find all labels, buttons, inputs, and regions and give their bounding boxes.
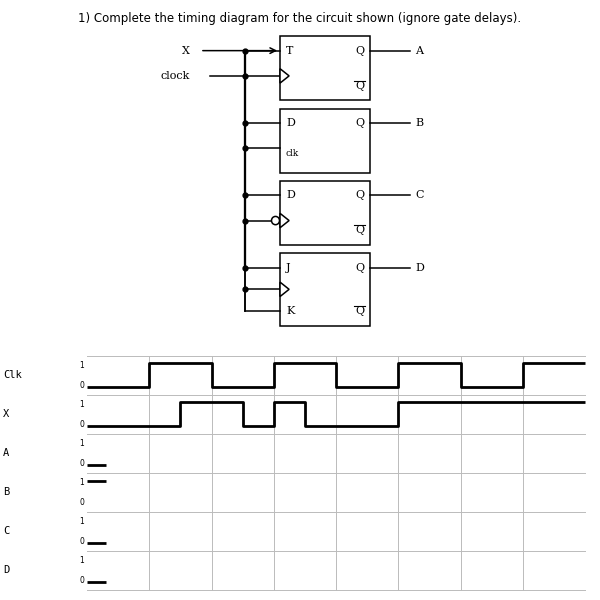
Text: 1: 1 [79,478,84,487]
Text: 0: 0 [79,498,84,507]
Text: K: K [286,306,295,316]
Text: 1: 1 [79,361,84,370]
Circle shape [271,217,280,224]
Text: D: D [415,263,424,272]
Polygon shape [280,68,289,83]
Bar [280,253,370,325]
Text: Clk: Clk [3,370,22,380]
Text: T: T [286,46,293,56]
Text: X: X [3,409,9,419]
Text: 0: 0 [79,458,84,467]
Text: 1: 1 [79,400,84,409]
Text: Q: Q [355,263,364,272]
Bar [280,181,370,245]
Bar [280,109,370,173]
Bar [280,36,370,100]
Text: D: D [286,118,295,128]
Text: B: B [415,118,423,128]
Text: Q: Q [355,118,364,128]
Text: C: C [415,190,424,200]
Text: 1: 1 [79,439,84,448]
Text: Q: Q [355,190,364,200]
Text: A: A [3,448,9,458]
Text: 0: 0 [79,380,84,389]
Text: J: J [286,263,290,272]
Polygon shape [280,214,289,228]
Text: 1: 1 [79,556,84,565]
Text: X: X [182,46,190,56]
Text: D: D [3,565,9,575]
Text: 0: 0 [79,576,84,585]
Text: clk: clk [286,149,299,158]
Text: 0: 0 [79,419,84,428]
Text: 1) Complete the timing diagram for the circuit shown (ignore gate delays).: 1) Complete the timing diagram for the c… [79,13,521,25]
Text: Q: Q [355,306,364,316]
Text: C: C [3,526,9,536]
Text: B: B [3,487,9,497]
Text: Q: Q [355,46,364,56]
Text: Q: Q [355,226,364,235]
Text: Q: Q [355,81,364,91]
Text: A: A [415,46,423,56]
Text: D: D [286,190,295,200]
Text: 1: 1 [79,517,84,526]
Text: 0: 0 [79,537,84,546]
Polygon shape [280,282,289,296]
Text: clock: clock [161,71,190,81]
